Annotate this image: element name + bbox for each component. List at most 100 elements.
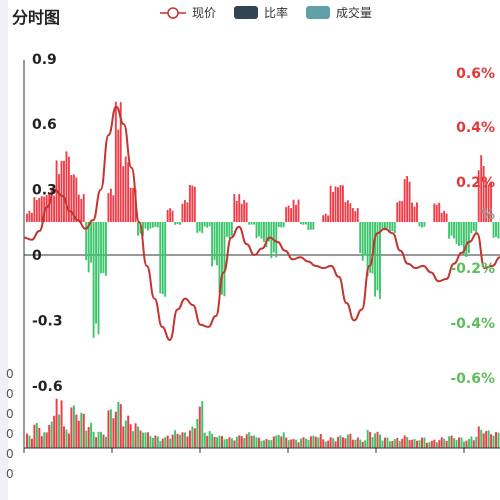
left-axis-tick-label: 0.9 (32, 52, 57, 68)
legend-item-ratio[interactable]: 比率 (234, 4, 288, 21)
ratio-bar (440, 212, 443, 222)
volume-bar (339, 435, 342, 448)
volume-bar (440, 437, 443, 448)
volume-bar (174, 430, 177, 448)
volume-bar (139, 430, 142, 448)
volume-bar (258, 437, 261, 448)
volume-bar (418, 440, 421, 448)
volume-axis-tick-label: 0 (6, 407, 14, 421)
left-axis-tick-label: 0.6 (32, 117, 57, 133)
ratio-bar (144, 222, 147, 229)
ratio-bar (75, 177, 78, 222)
volume-bar (179, 434, 182, 448)
ratio-bar (198, 222, 201, 232)
volume-bar (374, 433, 377, 448)
volume-bar (40, 436, 43, 448)
ratio-bar (230, 222, 233, 236)
ratio-bar (393, 222, 396, 233)
ratio-bar (28, 210, 31, 222)
price-line (23, 105, 500, 342)
volume-bar (129, 424, 132, 448)
ratio-bar (53, 195, 56, 222)
ratio-bar (453, 222, 455, 239)
ratio-bar (50, 188, 53, 222)
ratio-bar (45, 194, 48, 222)
volume-axis-tick-label: 0 (6, 447, 14, 461)
ratio-bar (354, 211, 357, 222)
volume-bar (351, 439, 354, 448)
volume-bar (295, 439, 298, 448)
volume-bar (482, 433, 485, 448)
volume-bar (233, 440, 236, 448)
ratio-bar (193, 186, 196, 222)
ratio-bar (475, 222, 478, 234)
ratio-bar (218, 222, 221, 293)
ratio-bar (272, 222, 275, 253)
ratio-bar (349, 203, 352, 222)
ratio-bar (433, 203, 436, 222)
ratio-bar (40, 196, 43, 222)
ratio-bar (58, 174, 60, 222)
volume-bar (287, 440, 290, 448)
ratio-bar (171, 210, 174, 222)
ratio-bar (334, 186, 337, 222)
ratio-bar (107, 193, 110, 222)
ratio-bar (26, 213, 28, 222)
ratio-bar (129, 187, 132, 222)
volume-bar (393, 439, 396, 448)
ratio-bar (396, 202, 399, 222)
ratio-bar (495, 222, 497, 237)
ratio-bar (344, 201, 347, 222)
volume-axis-tick-label: 0 (6, 387, 14, 401)
ratio-bar (85, 222, 88, 261)
ratio-bar (351, 208, 354, 222)
ratio-bar (366, 222, 369, 276)
ratio-bar (188, 184, 191, 222)
volume-bar (146, 432, 149, 448)
volume-bar (312, 435, 315, 448)
left-axis-tick-label: 0 (32, 248, 42, 264)
ratio-bar (376, 222, 379, 291)
volume-bar (386, 437, 389, 448)
volume-bar (435, 442, 438, 448)
legend-label-ratio: 比率 (264, 6, 289, 20)
ratio-bar (97, 222, 100, 335)
ratio-bar (67, 156, 70, 222)
ratio-bar (383, 222, 386, 231)
ratio-bar (265, 222, 268, 248)
legend-label-volume: 成交量 (336, 6, 373, 20)
left-axis-tick-label: -0.6 (32, 379, 63, 395)
left-edge-strip (0, 0, 8, 500)
legend-item-volume[interactable]: 成交量 (306, 4, 372, 21)
ratio-bar (161, 222, 164, 295)
ratio-bar (287, 205, 290, 222)
ratio-bar (203, 222, 206, 227)
ratio-bar (122, 166, 125, 222)
ratio-bar (329, 185, 332, 222)
volume-bar (137, 426, 140, 448)
volume-bar (203, 432, 206, 448)
ratio-bar (60, 160, 63, 222)
ratio-swatch-icon (234, 6, 259, 19)
ratio-bar (277, 222, 280, 227)
volume-bar (263, 440, 265, 448)
ratio-bar (460, 222, 463, 246)
ratio-bar (443, 210, 446, 222)
volume-swatch-icon (306, 6, 331, 19)
volume-bar (292, 439, 295, 448)
volume-bar (319, 434, 322, 448)
volume-bar (127, 415, 130, 448)
volume-bar (198, 406, 201, 448)
volume-bar (448, 436, 451, 448)
volume-bar (109, 409, 112, 448)
volume-bar (243, 438, 246, 448)
volume-bar (416, 440, 419, 448)
ratio-bar (211, 222, 214, 267)
ratio-bar (304, 222, 307, 225)
ratio-bar (63, 160, 65, 222)
volume-bar (225, 438, 228, 448)
volume-bar (317, 437, 320, 448)
legend-item-price[interactable]: 现价 (160, 4, 216, 21)
volume-bar (114, 411, 117, 448)
ratio-bar (127, 162, 130, 222)
